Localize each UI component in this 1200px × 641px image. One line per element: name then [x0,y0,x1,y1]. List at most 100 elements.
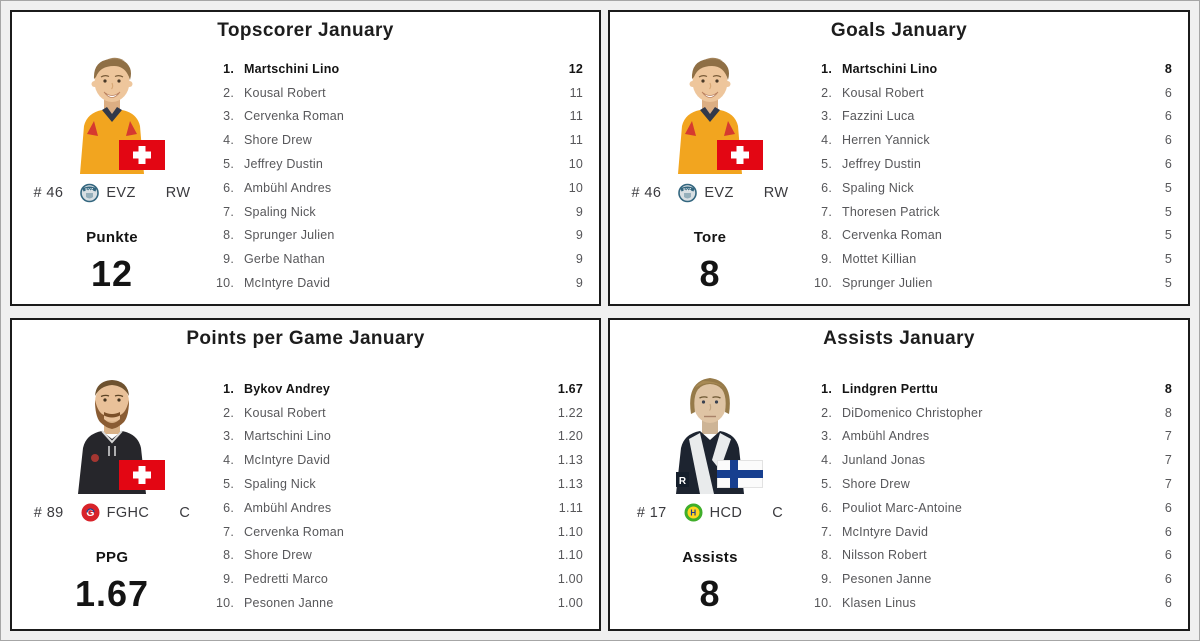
rank-label: 6. [223,180,234,195]
list-item: 2. Kousal Robert 6 [810,81,1172,105]
rank-label: 10. [216,596,234,611]
player-name: DiDomenico Christopher [842,405,983,420]
list-item: 3. Cervenka Roman 11 [212,105,583,129]
rank-label: 3. [821,429,832,444]
player-number: # 89 [33,504,64,521]
list-item: 1. Bykov Andrey 1.67 [212,377,583,401]
player-name: Spaling Nick [244,204,316,219]
player-name: Gerbe Nathan [244,252,325,267]
list-item: 2. Kousal Robert 1.22 [212,401,583,425]
list-item: 8. Shore Drew 1.10 [212,544,583,568]
stat-bar-track [390,60,545,78]
ranking-list: 1. Martschini Lino 8 2. Kousal Robert 6 … [810,12,1188,304]
stat-bar-track [390,404,545,422]
list-item: 2. Kousal Robert 11 [212,81,583,105]
player-name: Mottet Killian [842,252,917,267]
rank-label: 2. [223,85,234,100]
player-name: Klasen Linus [842,596,916,611]
stat-bar-track [390,155,545,173]
bar-value: 6 [1164,133,1172,148]
player-name: Kousal Robert [244,405,326,420]
stat-bar-track [390,594,545,612]
rank-label: 2. [821,85,832,100]
stat-bar-track [988,107,1134,125]
bar-value: 10 [568,157,583,172]
list-item: 5. Spaling Nick 1.13 [212,472,583,496]
rank-label: 7. [821,524,832,539]
player-name: Jeffrey Dustin [244,157,323,172]
evz-logo-icon: EVZ [79,182,100,203]
rank-label: 7. [223,524,234,539]
stat-value: 12 [90,253,134,294]
bar-value: 6 [1164,85,1172,100]
stat-bar-track [390,523,545,541]
ranking-list: 1. Martschini Lino 12 2. Kousal Robert 1… [212,12,599,304]
stat-value: 8 [699,573,721,614]
list-item: 8. Nilsson Robert 6 [810,544,1172,568]
player-name: Pesonen Janne [244,596,334,611]
stat-bar-track [390,570,545,588]
rank-label: 8. [821,548,832,563]
rank-label: 4. [223,453,234,468]
svg-text:H: H [690,509,696,518]
fghc-logo-icon: G [80,502,101,523]
list-item: 6. Pouliot Marc-Antoine 6 [810,496,1172,520]
player-position: C [179,504,191,521]
bar-value: 5 [1164,228,1172,243]
list-item: 5. Jeffrey Dustin 6 [810,152,1172,176]
switzerland-flag-icon [119,460,165,490]
list-item: 3. Ambühl Andres 7 [810,425,1172,449]
rank-label: 8. [223,548,234,563]
stat-bar-track [988,155,1134,173]
stat-bar-track [988,523,1134,541]
player-name: Fazzini Luca [842,109,915,124]
list-item: 1. Martschini Lino 12 [212,57,583,81]
switzerland-flag-icon [119,140,165,170]
hcd-logo-icon: H [683,502,704,523]
list-item: 3. Fazzini Luca 6 [810,105,1172,129]
bar-value: 1.20 [557,429,583,444]
bar-value: 10 [568,180,583,195]
list-item: 4. Junland Jonas 7 [810,448,1172,472]
player-name: Shore Drew [244,548,312,563]
player-name: Ambühl Andres [842,429,930,444]
bar-value: 1.11 [558,500,583,515]
list-item: 7. Cervenka Roman 1.10 [212,520,583,544]
panel-title: Topscorer January [217,20,394,41]
list-item: 4. Shore Drew 11 [212,128,583,152]
bar-value: 9 [575,204,583,219]
list-item: 7. Thoresen Patrick 5 [810,200,1172,224]
panel-title: Assists January [823,328,975,349]
stat-bar-track [390,546,545,564]
rank-label: 4. [821,133,832,148]
list-item: 7. Spaling Nick 9 [212,200,583,224]
panel-topscorer: Topscorer January [10,10,601,306]
stat-bar-track [988,499,1134,517]
player-number: # 46 [631,184,662,201]
rank-label: 6. [821,500,832,515]
stat-bar-track [390,226,545,244]
player-name: Bykov Andrey [244,381,330,396]
stat-bar-track [988,203,1134,221]
stat-bar-track [988,84,1134,102]
bar-value: 6 [1164,596,1172,611]
player-name: Shore Drew [244,133,312,148]
bar-value: 6 [1164,524,1172,539]
stat-label: PPG [95,549,129,566]
player-photo [47,372,177,494]
rank-label: 2. [821,405,832,420]
player-number: # 46 [33,184,64,201]
stat-bar-track [390,499,545,517]
rank-label: 3. [821,109,832,124]
rank-label: 5. [821,157,832,172]
player-name: McIntyre David [244,453,331,468]
rank-label: 9. [223,252,234,267]
player-name: Thoresen Patrick [842,204,940,219]
player-number: # 17 [636,504,667,521]
player-info-row: # 46 EVZ EVZ RW [632,182,789,203]
bar-value: 6 [1164,109,1172,124]
panel-points-per-game: Points per Game January [10,318,601,631]
panel-goals: Goals January [608,10,1190,306]
rank-label: 6. [821,180,832,195]
